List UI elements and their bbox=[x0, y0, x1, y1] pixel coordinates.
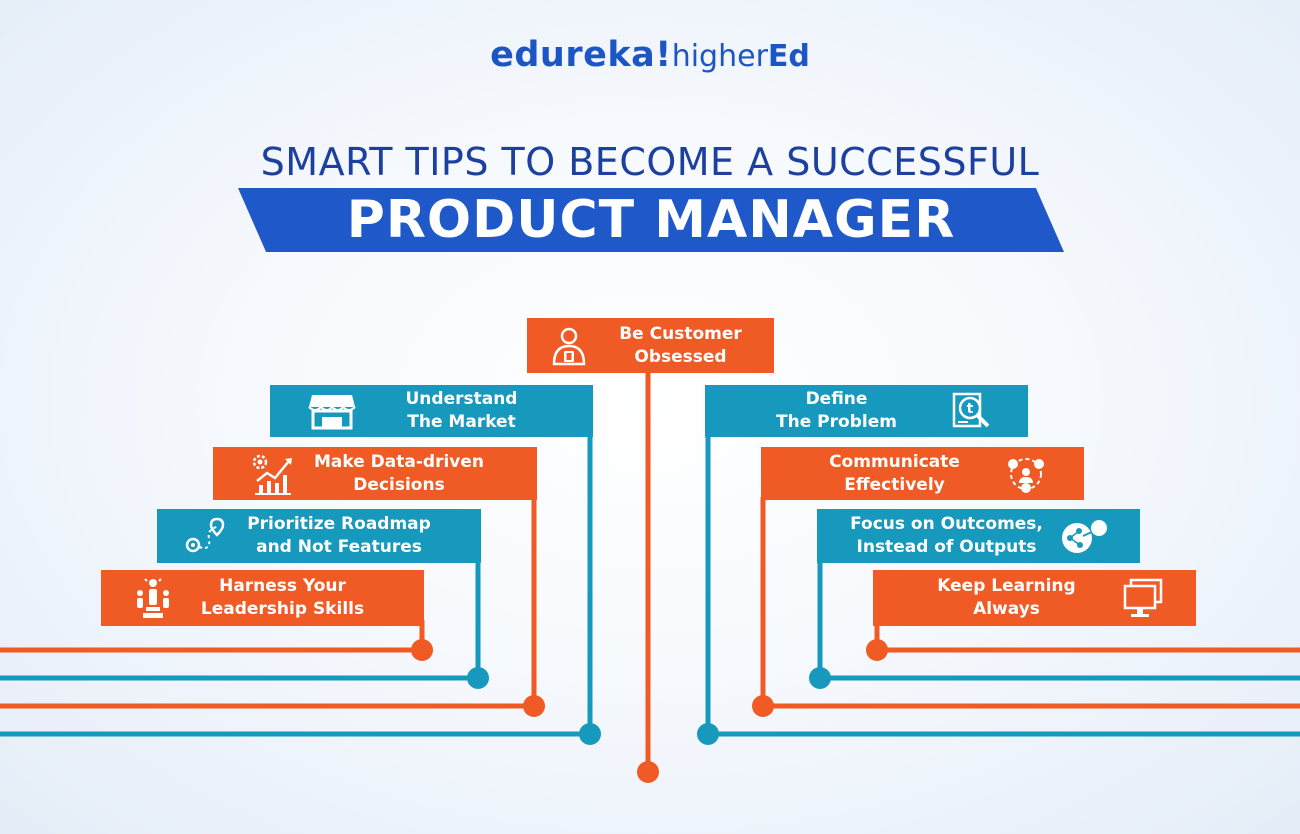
tip-label: Prioritize Roadmap and Not Features bbox=[247, 514, 431, 557]
title-banner bbox=[238, 188, 1064, 252]
svg-text:t: t bbox=[967, 401, 974, 417]
tip-label: Define The Problem bbox=[776, 389, 897, 432]
connector-dot-communicate bbox=[752, 695, 774, 717]
tip-make-data-driven-decisions: Make Data-driven Decisions bbox=[213, 447, 537, 500]
tip-label: Focus on Outcomes, Instead of Outputs bbox=[850, 514, 1043, 557]
connector-dot-customer bbox=[637, 761, 659, 783]
logo-sub: higher bbox=[671, 39, 768, 74]
leadership-icon bbox=[125, 576, 181, 620]
connector-dot-problem bbox=[697, 723, 719, 745]
tip-be-customer-obsessed: Be Customer Obsessed bbox=[527, 318, 774, 373]
connector-dot-market bbox=[579, 723, 601, 745]
logo-sub-bold: Ed bbox=[767, 39, 810, 74]
tip-label: Be Customer Obsessed bbox=[619, 323, 742, 367]
logo-brand: edureka! bbox=[490, 35, 672, 75]
tip-understand-the-market: Understand The Market bbox=[270, 385, 593, 437]
tip-focus-on-outcomes: Focus on Outcomes, Instead of Outputs bbox=[817, 509, 1140, 563]
computer-screen-icon bbox=[1116, 576, 1172, 620]
tip-communicate-effectively: Communicate Effectively bbox=[761, 447, 1084, 500]
tip-label: Communicate Effectively bbox=[829, 451, 960, 495]
tip-label: Harness Your Leadership Skills bbox=[200, 576, 365, 619]
connector-dot-data bbox=[523, 695, 545, 717]
tip-define-the-problem: Define The Problem t bbox=[705, 385, 1028, 437]
tip-label: Make Data-driven Decisions bbox=[313, 451, 485, 495]
problem-search-icon: t bbox=[944, 389, 1000, 433]
storefront-icon bbox=[304, 389, 360, 433]
connector-dot-learning bbox=[866, 639, 888, 661]
tip-label: Understand The Market bbox=[405, 389, 518, 432]
banner-title: PRODUCT MANAGER bbox=[346, 190, 956, 250]
connector-dot-roadmap bbox=[467, 667, 489, 689]
edureka-logo: edureka!higherEd bbox=[0, 38, 1300, 73]
tip-label: Keep Learning Always bbox=[937, 576, 1076, 619]
growth-chart-icon bbox=[245, 452, 301, 496]
connector-dot-outcomes bbox=[809, 667, 831, 689]
customer-avatar-icon bbox=[541, 324, 597, 368]
tip-prioritize-roadmap: Prioritize Roadmap and Not Features bbox=[157, 509, 481, 563]
outcome-target-icon bbox=[1056, 514, 1112, 558]
connector-dot-leadership bbox=[411, 639, 433, 661]
tip-harness-leadership: Harness Your Leadership Skills bbox=[101, 570, 424, 626]
tip-keep-learning-always: Keep Learning Always bbox=[873, 570, 1196, 626]
roadmap-route-icon bbox=[177, 514, 233, 558]
team-communication-icon bbox=[998, 452, 1054, 496]
headline: SMART TIPS TO BECOME A SUCCESSFUL bbox=[260, 140, 1040, 184]
